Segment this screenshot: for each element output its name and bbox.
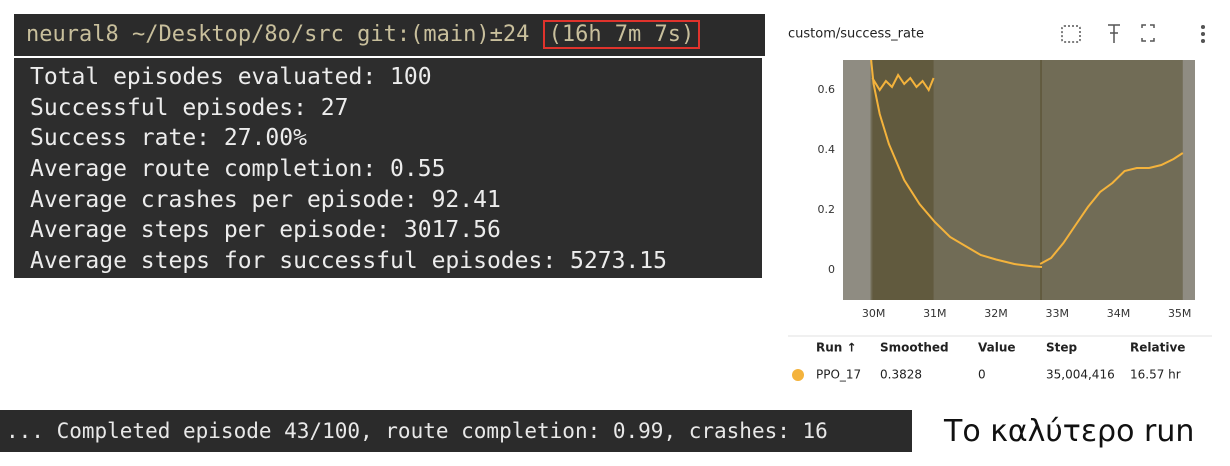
table-cell: 35,004,416 <box>1046 368 1115 382</box>
raw-data-band <box>870 60 1042 300</box>
progress-line: ... Completed episode 43/100, route comp… <box>0 410 912 452</box>
table-header: Relative <box>1130 341 1185 355</box>
y-tick-label: 0 <box>828 263 835 276</box>
table-header: Smoothed <box>880 341 949 355</box>
chart-title: custom/success_rate <box>788 27 924 42</box>
legend-marker <box>792 369 804 381</box>
x-tick-label: 31M <box>923 307 947 320</box>
table-header: Value <box>978 341 1016 355</box>
y-tick-label: 0.2 <box>818 203 836 216</box>
plot-area <box>843 60 1195 300</box>
terminal-line: Average steps for successful episodes: 5… <box>30 248 667 275</box>
series-line <box>870 60 1184 268</box>
terminal-line: Average crashes per episode: 92.41 <box>30 186 501 213</box>
terminal-line: Average steps per episode: 3017.56 <box>30 217 501 244</box>
terminal-line: Success rate: 27.00% <box>30 125 307 152</box>
terminal-line: Total episodes evaluated: 100 <box>30 64 432 90</box>
table-cell: 0 <box>978 368 986 382</box>
table-cell: PPO_17 <box>816 368 861 382</box>
table-cell: 0.3828 <box>880 368 922 382</box>
toolbar-icons[interactable] <box>1061 24 1206 44</box>
x-tick-label: 30M <box>862 307 886 320</box>
x-tick-label: 32M <box>984 307 1008 320</box>
raw-data-band <box>872 60 934 300</box>
x-tick-label: 34M <box>1107 307 1131 320</box>
chart: custom/success_rate 0 0.2 0.4 0.6 30M 31M 32M 3… <box>778 8 1222 392</box>
y-tick-label: 0.4 <box>818 143 836 156</box>
terminal-output: Total episodes evaluated: 100 Successful … <box>14 58 762 278</box>
y-tick-label: 0.6 <box>818 83 836 96</box>
x-tick-label: 35M <box>1168 307 1192 320</box>
table-cell: 16.57 hr <box>1130 368 1181 382</box>
elapsed-time: (16h 7m 7s) <box>542 20 701 49</box>
terminal-header: neural8 ~/Desktop/8o/src git:(main)±24 (… <box>14 14 765 56</box>
table-header: Step <box>1046 341 1078 355</box>
prompt: neural8 ~/Desktop/8o/src git:(main)±24 <box>26 22 530 47</box>
raw-data-band <box>1040 60 1183 300</box>
table-header: Run ↑ <box>816 341 857 355</box>
x-tick-label: 33M <box>1046 307 1070 320</box>
terminal-line: Average route completion: 0.55 <box>30 156 446 183</box>
terminal-line: Successful episodes: 27 <box>30 94 349 121</box>
caption: Το καλύτερο run <box>944 414 1195 449</box>
